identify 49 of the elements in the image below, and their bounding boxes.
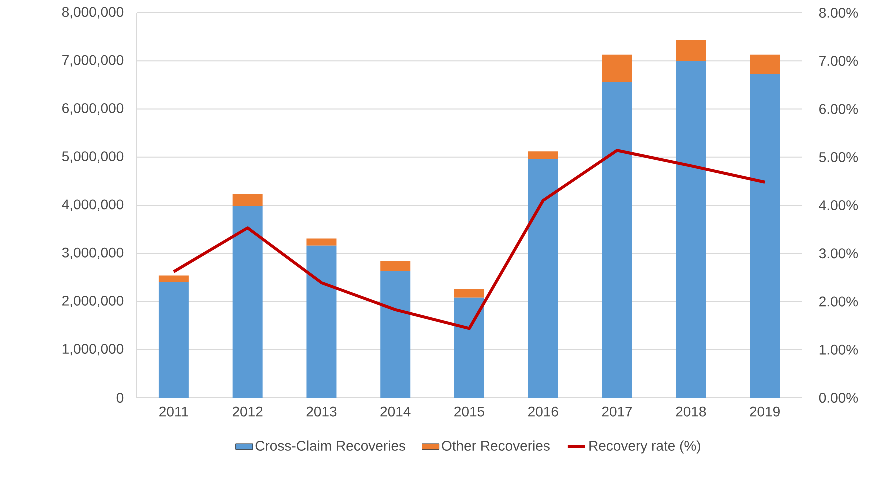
y-tick-label: 3,000,000: [62, 248, 124, 260]
bar: [750, 74, 780, 398]
y-tick-label: 4,000,000: [62, 200, 124, 212]
y-tick-label: 7,000,000: [62, 55, 124, 67]
y-tick-label: 5,000,000: [62, 152, 124, 164]
y2-tick-label: 3.00%: [819, 248, 858, 259]
y2-tick-label: 5.00%: [819, 152, 858, 162]
bar: [602, 82, 632, 398]
x-tick-label: 2016: [528, 406, 558, 417]
y-tick-label: 0: [116, 393, 124, 403]
y2-tick-label: 6.00%: [820, 104, 858, 114]
bar: [306, 246, 337, 398]
bar: [380, 271, 411, 398]
bar: [454, 298, 485, 398]
bar: [676, 40, 706, 62]
y-tick-label: 6,000,000: [62, 103, 124, 116]
bar: [306, 238, 337, 246]
bar: [750, 54, 780, 74]
y2-tick-label: 2.00%: [820, 296, 858, 307]
legend-label: Other Recoveries: [442, 440, 550, 451]
bar: [158, 282, 189, 398]
bar: [232, 194, 263, 206]
y2-tick-label: 4.00%: [819, 200, 858, 210]
x-tick-label: 2019: [750, 406, 780, 417]
y-tick-label: 8,000,000: [62, 7, 124, 19]
legend-label: Cross-Claim Recoveries: [256, 440, 406, 451]
y2-tick-label: 0.00%: [819, 393, 858, 403]
x-tick-label: 2011: [160, 406, 188, 417]
x-tick-label: 2014: [380, 406, 411, 417]
bar: [232, 206, 263, 398]
y-tick-label: 1,000,000: [62, 344, 124, 356]
bar: [380, 261, 411, 272]
y2-tick-label: 1.00%: [820, 344, 858, 355]
bar: [602, 54, 632, 82]
x-tick-label: 2015: [454, 406, 484, 417]
x-tick-label: 2017: [602, 406, 632, 417]
y-tick-label: 2,000,000: [62, 296, 124, 308]
x-tick-label: 2018: [676, 406, 706, 417]
bar: [676, 61, 706, 398]
bar: [528, 159, 558, 398]
y2-tick-label: 7.00%: [820, 56, 858, 66]
legend-label: Recovery rate (%): [590, 440, 700, 454]
bar: [528, 152, 558, 160]
line-series: [172, 149, 767, 330]
bar: [158, 276, 189, 282]
y2-tick-label: 8.00%: [819, 8, 858, 18]
x-tick-label: 2012: [232, 406, 263, 417]
x-tick-label: 2013: [306, 406, 337, 417]
bar: [454, 289, 485, 298]
